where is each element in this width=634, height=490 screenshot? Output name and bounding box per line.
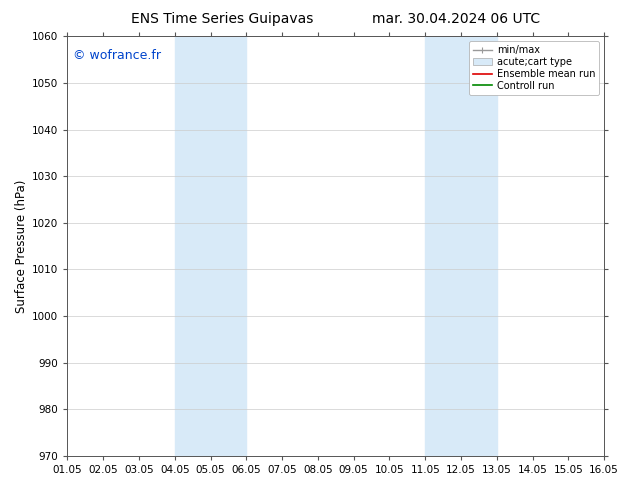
Text: mar. 30.04.2024 06 UTC: mar. 30.04.2024 06 UTC (372, 12, 541, 26)
Legend: min/max, acute;cart type, Ensemble mean run, Controll run: min/max, acute;cart type, Ensemble mean … (469, 41, 599, 95)
Y-axis label: Surface Pressure (hPa): Surface Pressure (hPa) (15, 179, 28, 313)
Text: ENS Time Series Guipavas: ENS Time Series Guipavas (131, 12, 313, 26)
Bar (425, 36, 497, 456)
Bar (175, 36, 247, 456)
Text: © wofrance.fr: © wofrance.fr (73, 49, 161, 62)
